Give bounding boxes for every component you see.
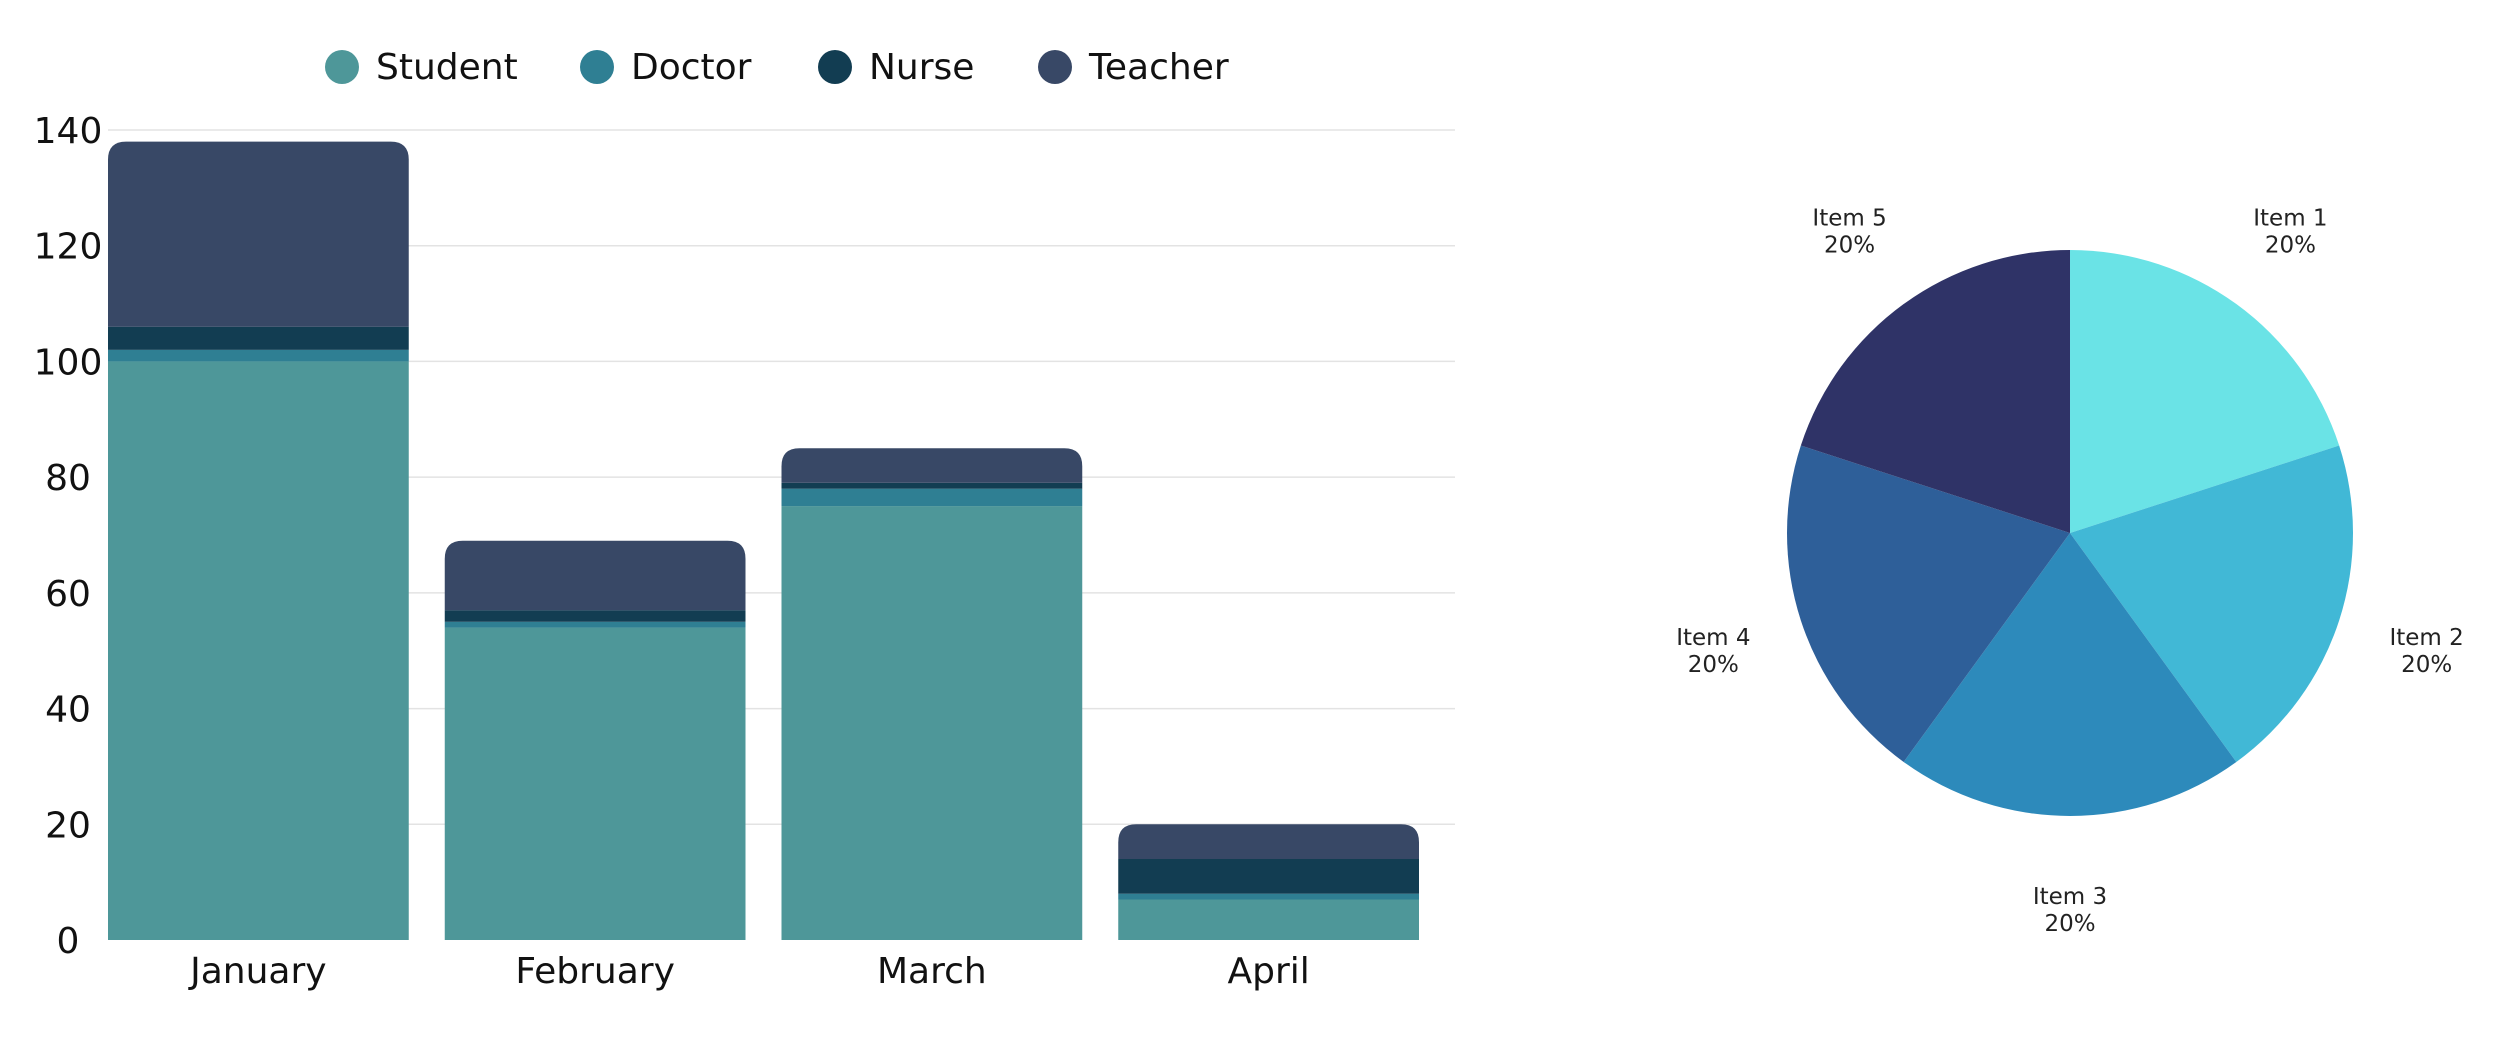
pie-percent-label: 20% [1688,652,1739,678]
pie-percent-label: 20% [1824,233,1875,259]
bar-segment-teacher [1118,824,1419,859]
x-tick-label: February [515,951,675,992]
bar-segment-doctor [781,488,1083,507]
legend-label: Student [376,47,518,88]
y-tick-label: 60 [45,574,91,615]
y-tick-label: 100 [34,342,103,383]
bar-segment-teacher [108,141,409,327]
bar-segment-doctor [108,349,409,362]
pie-chart: Item 120%Item 220%Item 320%Item 420%Item… [1676,206,2464,937]
bar-segment-doctor [1118,893,1419,900]
bar-segment-student [444,627,746,940]
bar-segment-student [1118,899,1419,940]
pie-slice [2070,445,2353,762]
x-tick-label: March [877,951,987,992]
legend-label: Nurse [869,47,974,88]
pie-percent-label: 20% [2265,233,2316,259]
bar-segment-teacher [781,448,1083,483]
y-tick-label: 0 [57,921,80,962]
pie-label: Item 3 [2033,884,2107,910]
legend-marker [580,50,614,84]
bar-segment-nurse [444,610,746,622]
legend-label: Teacher [1088,47,1229,88]
legend-marker [1038,50,1072,84]
pie-label: Item 4 [1676,625,1750,651]
x-tick-label: April [1227,951,1309,992]
pie-slice [1800,250,2070,533]
pie-label: Item 5 [1812,206,1886,232]
stacked-bar-chart: 0 20 40 60 80 100 120 140 January February March Ap… [34,47,1455,992]
bar-segment-nurse [1118,859,1419,894]
legend-marker [818,50,852,84]
y-tick-label: 40 [45,690,91,731]
pie-slice [1903,533,2237,816]
bar-segment-student [108,361,409,940]
bar-segment-nurse [108,326,409,350]
pie-slice [2070,250,2340,533]
bar-segment-student [781,506,1083,940]
y-tick-label: 140 [34,111,103,152]
y-tick-label: 20 [45,805,91,846]
pie-slice [1787,445,2070,762]
bar-segment-nurse [781,482,1083,489]
y-tick-label: 120 [34,227,103,268]
pie-label: Item 2 [2389,625,2463,651]
legend-label: Doctor [631,47,752,88]
legend-marker [325,50,359,84]
pie-label: Item 1 [2253,206,2327,232]
bar-segment-doctor [444,621,746,628]
pie-percent-label: 20% [2044,911,2095,937]
bar-segment-teacher [444,540,746,611]
pie-percent-label: 20% [2401,652,2452,678]
x-tick-label: January [188,951,326,992]
y-tick-label: 80 [45,458,91,499]
